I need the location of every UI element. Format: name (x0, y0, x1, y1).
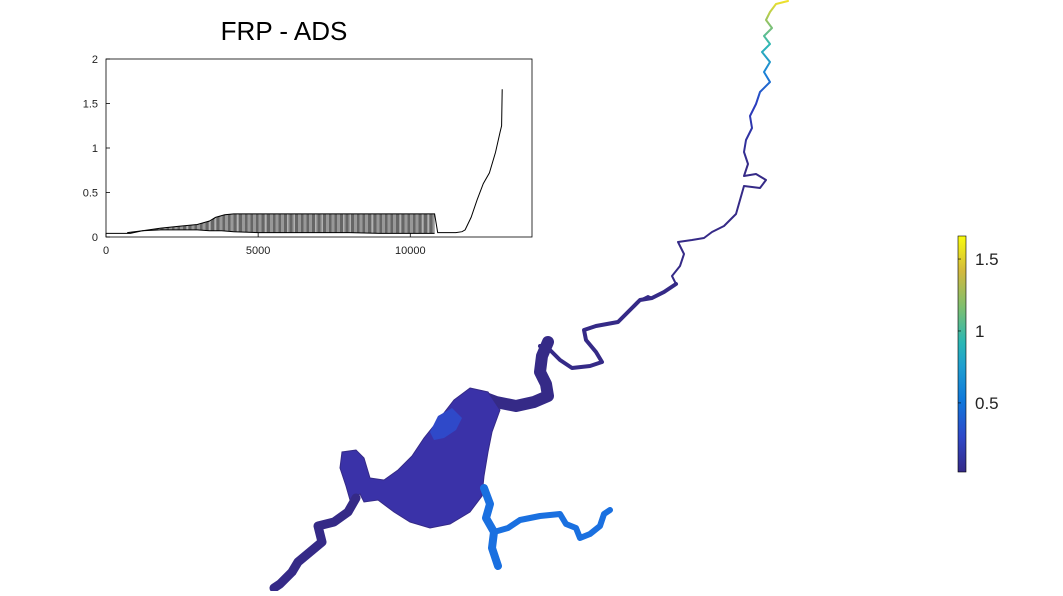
x-axis-ticks: 0 5000 10000 (103, 233, 426, 257)
series-line-1 (106, 89, 503, 234)
colorbar-gradient (957, 235, 967, 473)
chart-title: FRP - ADS (221, 16, 348, 46)
river-estuary-top-lobe (430, 408, 462, 440)
plot-area-frame (105, 58, 533, 238)
colorbar-tick-label: 0.5 (975, 394, 999, 413)
series-line-2 (127, 229, 435, 234)
colorbar-tick-label: 1 (975, 322, 984, 341)
river-upper-channel-width (538, 282, 678, 370)
y-tick-label: 0 (92, 232, 98, 244)
y-tick-label: 0.5 (83, 188, 98, 200)
y-axis-ticks: 0 0.5 1 1.5 2 (83, 54, 110, 244)
river-map (269, 0, 789, 593)
river-upper-channel (559, 0, 789, 369)
oscillation-band (127, 213, 435, 234)
colorbar: 0.5 1 1.5 (957, 235, 999, 473)
frp-ads-chart: FRP - ADS 0 5000 10000 0 0.5 1 1.5 2 (83, 16, 533, 257)
river-lower-outlet (269, 493, 361, 593)
river-tributary (480, 484, 502, 570)
y-tick-label: 2 (92, 54, 98, 66)
chart-series (106, 89, 503, 234)
river-middle-loop (474, 336, 554, 412)
y-tick-label: 1.5 (83, 99, 98, 111)
colorbar-tick-label: 1.5 (975, 250, 999, 269)
x-tick-label: 0 (103, 245, 109, 257)
y-tick-label: 1 (92, 143, 98, 155)
x-tick-label: 5000 (246, 245, 270, 257)
river-estuary-body (339, 387, 501, 529)
colorbar-ticks: 0.5 1 1.5 (958, 250, 999, 413)
x-tick-label: 10000 (395, 245, 426, 257)
river-tributary-east (491, 507, 613, 541)
